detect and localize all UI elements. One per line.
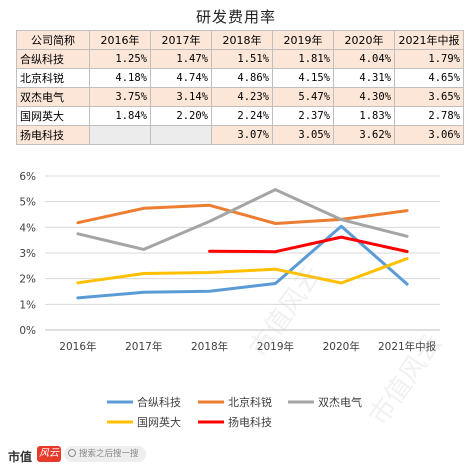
x-tick-label: 2019年	[257, 340, 294, 353]
table-cell: 4.86%	[211, 68, 273, 88]
table-row: 合纵科技 1.25% 1.47% 1.51% 1.81% 4.04% 1.79%	[16, 49, 464, 69]
search-placeholder: 搜索之后搜一搜	[79, 449, 139, 459]
series-line	[76, 257, 409, 285]
table-cell: 1.51%	[211, 49, 273, 69]
table-cell: 4.31%	[333, 68, 395, 88]
legend-label: 扬电科技	[228, 415, 272, 429]
x-tick-label: 2016年	[59, 340, 96, 353]
table-row: 扬电科技 3.07% 3.05% 3.62% 3.06%	[16, 125, 464, 145]
table-cell: 3.65%	[394, 87, 464, 107]
y-tick-label: 3%	[19, 248, 36, 260]
y-tick-label: 5%	[19, 197, 36, 209]
x-tick-label: 2017年	[125, 340, 162, 353]
chart-title: 研发费用率	[195, 8, 276, 26]
legend-label: 双杰电气	[318, 395, 362, 409]
table-cell: 3.75%	[89, 87, 151, 107]
table-cell: 北京科锐	[16, 68, 90, 88]
table-cell	[150, 125, 212, 145]
table-cell: 4.30%	[333, 87, 395, 107]
table-cell: 3.05%	[272, 125, 334, 145]
line-chart: 0% 1% 2% 3% 4% 5% 6% 2016年 2017年 2018年 2019年 2020年 2…	[19, 171, 440, 429]
y-tick-label: 4%	[19, 222, 36, 234]
table-cell: 4.18%	[89, 68, 151, 88]
brand-logo: 市值	[8, 450, 33, 464]
table-cell: 3.07%	[211, 125, 273, 145]
rd-expense-table: 公司简称 2016年 2017年 2018年 2019年 2020年 2021年…	[16, 30, 464, 145]
y-tick-label: 6%	[19, 171, 36, 183]
column-header: 2019年	[272, 30, 334, 50]
table-cell: 4.04%	[333, 49, 395, 69]
table-cell: 4.74%	[150, 68, 212, 88]
table-cell: 双杰电气	[16, 87, 90, 107]
y-tick-label: 2%	[19, 274, 36, 286]
table-cell: 1.84%	[89, 106, 151, 126]
table-cell: 1.83%	[333, 106, 395, 126]
table-cell: 4.23%	[211, 87, 273, 107]
y-tick-label: 1%	[19, 299, 36, 311]
table-header-row: 公司简称 2016年 2017年 2018年 2019年 2020年 2021年…	[16, 30, 464, 50]
x-tick-label: 2018年	[191, 340, 228, 353]
column-header: 2020年	[333, 30, 395, 50]
table-row: 双杰电气 3.75% 3.14% 4.23% 5.47% 4.30% 3.65%	[16, 87, 464, 107]
table-cell: 2.20%	[150, 106, 212, 126]
table-cell: 3.14%	[150, 87, 212, 107]
table-cell: 3.62%	[333, 125, 395, 145]
legend-label: 国网英大	[137, 415, 181, 429]
series-line	[76, 188, 409, 251]
search-icon	[68, 449, 76, 457]
table-row: 国网英大 1.84% 2.20% 2.24% 2.37% 1.83% 2.78%	[16, 106, 464, 126]
column-header: 2021年中报	[394, 30, 464, 50]
column-header: 公司简称	[16, 30, 90, 50]
series-line	[76, 203, 409, 225]
table-cell: 1.79%	[394, 49, 464, 69]
table-cell: 3.06%	[394, 125, 464, 145]
table-cell: 合纵科技	[16, 49, 90, 69]
series-line	[76, 224, 409, 300]
search-input[interactable]: 搜索之后搜一搜	[64, 446, 146, 462]
y-tick-label: 0%	[19, 325, 36, 337]
table-cell: 1.81%	[272, 49, 334, 69]
table-cell: 国网英大	[16, 106, 90, 126]
table-cell: 1.25%	[89, 49, 151, 69]
table-cell: 4.65%	[394, 68, 464, 88]
column-header: 2017年	[150, 30, 212, 50]
table-cell: 4.15%	[272, 68, 334, 88]
table-cell: 1.47%	[150, 49, 212, 69]
table-cell: 5.47%	[272, 87, 334, 107]
table-cell: 2.24%	[211, 106, 273, 126]
table-cell: 2.37%	[272, 106, 334, 126]
column-header: 2016年	[89, 30, 151, 50]
brand-logo-badge: 风云	[37, 446, 61, 462]
legend-label: 合纵科技	[137, 395, 181, 409]
table-cell: 2.78%	[394, 106, 464, 126]
table-cell	[89, 125, 151, 145]
column-header: 2018年	[211, 30, 273, 50]
series-line	[208, 235, 409, 254]
x-tick-label: 2020年	[323, 340, 360, 353]
x-tick-label: 2021年中报	[378, 340, 437, 353]
table-row: 北京科锐 4.18% 4.74% 4.86% 4.15% 4.31% 4.65%	[16, 68, 464, 88]
legend-label: 北京科锐	[228, 395, 272, 409]
table-cell: 扬电科技	[16, 125, 90, 145]
